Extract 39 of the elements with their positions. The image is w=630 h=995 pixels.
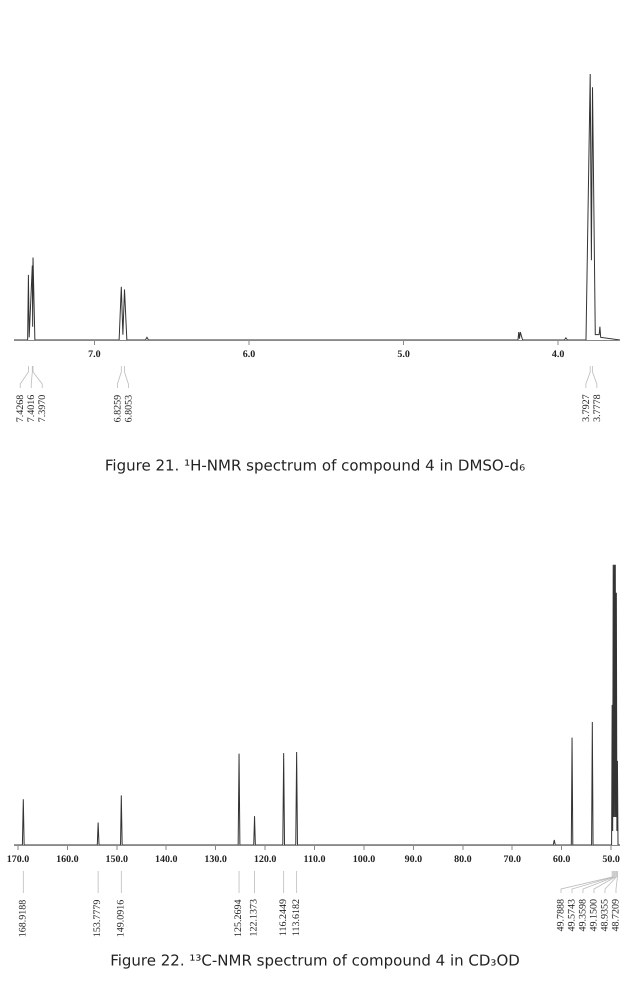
x-tick-label: 110.0 (304, 854, 326, 865)
annotation: 48.9355 (600, 899, 610, 932)
x-tick-label: 80.0 (454, 854, 472, 865)
annotation: 7.4016 (26, 394, 38, 422)
annotation: 149.0916 (115, 900, 126, 938)
annotation: 6.8053 (123, 394, 134, 422)
annotation: 7.3970 (37, 394, 48, 422)
x-tick-label: 120.0 (254, 854, 276, 865)
x-tick-label: 7.0 (88, 349, 101, 360)
annotation: 3.7778 (592, 394, 603, 422)
x-tick-label: 4.0 (552, 349, 564, 360)
annotation: 125.2694 (233, 900, 244, 938)
x-tick-label: 170.0 (6, 854, 30, 865)
annotation: 48.7209 (610, 899, 622, 932)
annotation: 6.8259 (112, 394, 124, 422)
x-tick-label: 50.0 (602, 854, 620, 865)
annotation: 122.1373 (248, 899, 260, 937)
x-tick-label: 90.0 (404, 854, 422, 865)
text: Figure 22. ¹³C-NMR spectrum of compound 4 in CD₃OD (110, 951, 520, 970)
annotation: 49.1500 (588, 899, 600, 932)
annotation: 49.3598 (578, 899, 588, 932)
x-tick-label: 140.0 (154, 854, 178, 865)
x-tick-label: 70.0 (503, 854, 521, 865)
x-tick-label: 5.0 (397, 349, 410, 360)
x-tick-label: 130.0 (204, 854, 227, 865)
x-tick-label: 160.0 (56, 854, 79, 865)
text: Figure 21. ¹H-NMR spectrum of compound 4 in DMSO-d₆ (104, 456, 526, 474)
annotation: 113.6182 (291, 899, 302, 936)
x-tick-label: 100.0 (352, 854, 376, 865)
annotation: 116.2449 (278, 899, 290, 936)
x-tick-label: 60.0 (552, 854, 570, 865)
annotation: 49.5743 (566, 899, 578, 932)
x-tick-label: 150.0 (106, 854, 128, 865)
annotation: 7.4268 (15, 394, 26, 422)
annotation: 168.9188 (17, 900, 28, 938)
annotation: 3.7927 (580, 394, 592, 422)
x-tick-label: 6.0 (242, 349, 256, 360)
annotation: 153.7779 (92, 900, 104, 938)
annotation: 49.7888 (556, 899, 566, 932)
